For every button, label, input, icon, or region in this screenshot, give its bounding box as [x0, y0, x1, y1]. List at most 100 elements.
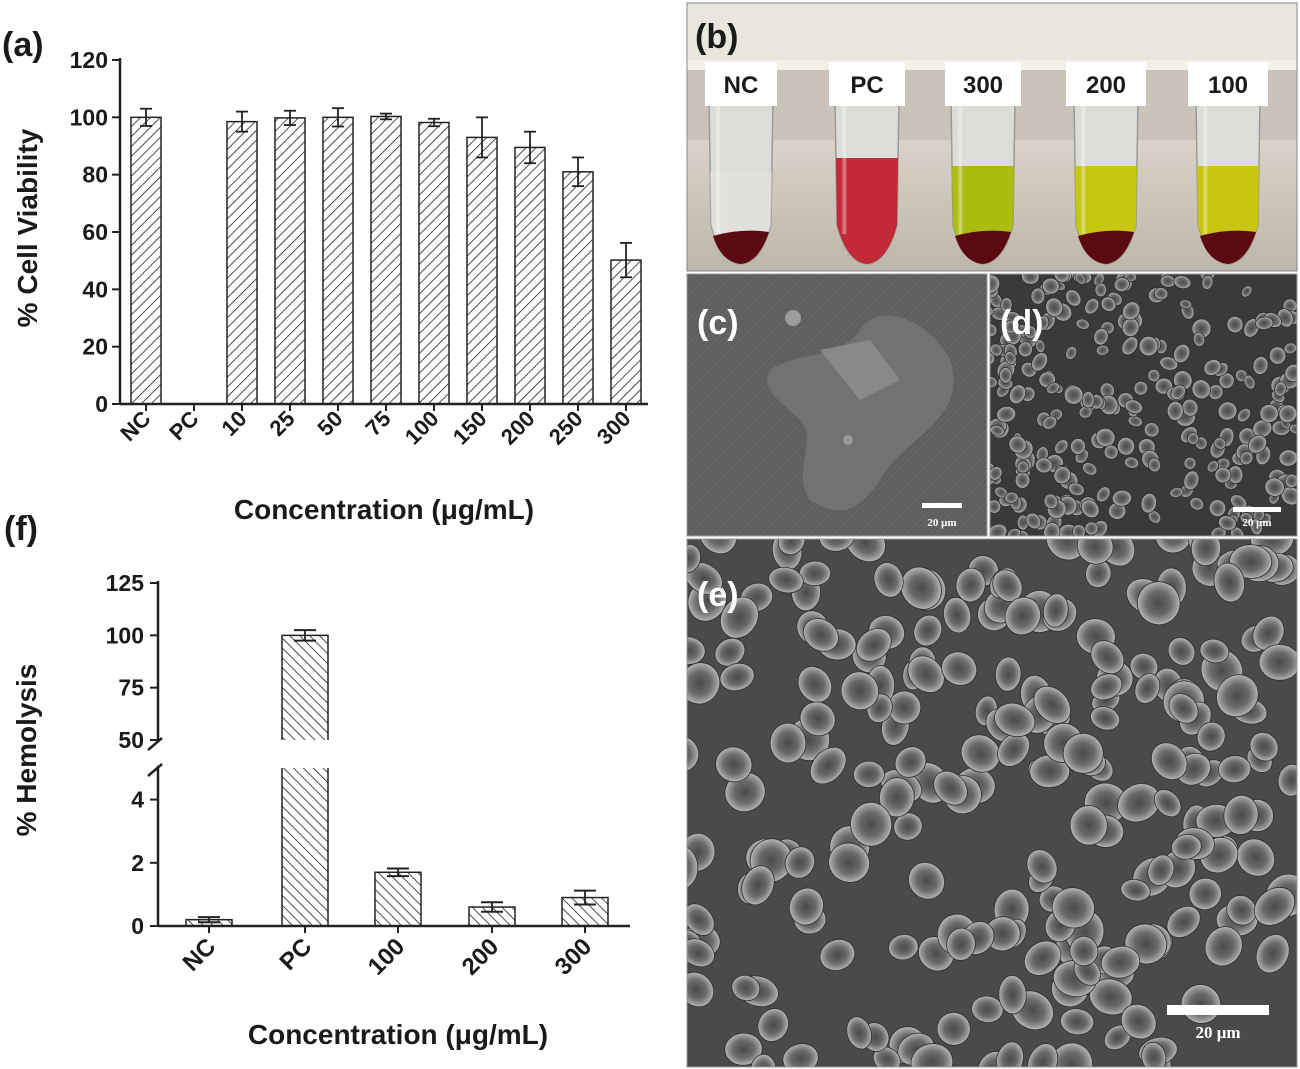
red-blood-cell: [1074, 274, 1087, 285]
red-blood-cell: [1170, 384, 1186, 401]
red-blood-cell: [687, 844, 699, 890]
red-blood-cell: [1133, 380, 1149, 396]
red-blood-cell: [769, 722, 807, 764]
y-tick-label: 100: [106, 622, 144, 648]
red-blood-cell: [1023, 940, 1062, 976]
red-blood-cell: [1253, 887, 1296, 926]
red-blood-cell: [1191, 379, 1211, 400]
viability-error-bar: [380, 112, 392, 121]
red-blood-cell: [687, 561, 723, 596]
red-blood-cell: [1284, 363, 1297, 382]
red-blood-cell: [1136, 581, 1181, 626]
red-blood-cell: [1045, 297, 1064, 318]
red-blood-cell: [1129, 652, 1159, 681]
red-blood-cell: [687, 938, 715, 968]
red-blood-cell: [1004, 491, 1019, 504]
red-blood-cell: [1111, 489, 1132, 507]
red-blood-cell: [797, 666, 833, 703]
red-blood-cell: [799, 701, 836, 737]
red-blood-cell: [1277, 763, 1297, 797]
red-blood-cell: [1069, 936, 1099, 967]
red-blood-cell: [1081, 391, 1095, 409]
red-blood-cell: [1204, 926, 1243, 967]
red-blood-cell: [1120, 1003, 1157, 1040]
red-blood-cell: [1252, 419, 1273, 438]
red-blood-cell: [1004, 351, 1017, 365]
red-blood-cell: [946, 927, 976, 961]
x-tick-label: 10: [217, 406, 252, 441]
red-blood-cell: [1113, 277, 1130, 293]
red-blood-cell: [853, 760, 885, 788]
red-blood-cell: [1249, 731, 1279, 762]
red-blood-cell: [1252, 356, 1269, 375]
viability-error-bar: [236, 110, 248, 133]
red-blood-cell: [1259, 403, 1279, 424]
red-blood-cell: [1278, 404, 1297, 424]
y-tick-label: 0: [131, 913, 144, 939]
hemolysis-bar-upper: [282, 635, 328, 740]
tube: [834, 99, 900, 265]
red-blood-cell: [990, 323, 998, 337]
panel-b-label: (b): [695, 18, 738, 56]
red-blood-cell: [1201, 274, 1214, 290]
scale-bar-e: 20 μm: [1167, 1005, 1269, 1042]
x-tick-label: 250: [544, 406, 588, 450]
viability-bar: [466, 136, 498, 405]
tube-label-text: 200: [1086, 72, 1126, 99]
red-blood-cell: [1190, 539, 1222, 567]
red-blood-cell: [908, 862, 945, 900]
red-blood-cell: [1082, 462, 1098, 476]
y-tick-label: 20: [82, 334, 108, 360]
tube: [1195, 99, 1261, 265]
axis-break-mark: [147, 737, 163, 751]
red-blood-cell: [1284, 473, 1297, 489]
red-blood-cell: [1017, 341, 1033, 358]
red-blood-cell: [1218, 372, 1235, 389]
scale-bar-d: 20 μm: [1233, 507, 1281, 529]
red-blood-cell: [996, 1041, 1024, 1067]
viability-error-bar: [284, 109, 296, 126]
y-tick-label: 4: [131, 787, 144, 813]
red-blood-cell: [757, 1008, 789, 1042]
viability-bar: [514, 146, 546, 405]
viability-bar: [610, 259, 642, 405]
tube-label: PC: [829, 62, 905, 106]
red-blood-cell: [1247, 434, 1268, 454]
red-blood-cell: [1090, 706, 1121, 731]
svg-text:20 μm: 20 μm: [1242, 517, 1271, 529]
red-blood-cell: [1127, 415, 1143, 427]
red-blood-cell: [1103, 444, 1119, 460]
red-blood-cell: [971, 995, 1004, 1023]
x-tick-label: 100: [363, 933, 410, 980]
red-blood-cell: [1023, 325, 1037, 339]
y-tick-label: 75: [118, 675, 144, 701]
red-blood-cell: [1147, 369, 1161, 383]
viability-bar: [418, 121, 450, 405]
hemolysis-error-bar: [294, 629, 316, 642]
red-blood-cell: [1186, 432, 1200, 445]
red-blood-cell: [1159, 356, 1179, 371]
red-blood-cell: [818, 539, 856, 552]
red-blood-cell: [1217, 401, 1238, 421]
red-blood-cell: [943, 596, 972, 634]
red-blood-cell: [1192, 331, 1206, 347]
red-blood-cell: [850, 802, 893, 847]
red-blood-cell: [1278, 449, 1297, 467]
red-blood-cell: [1210, 526, 1227, 536]
red-blood-cell: [1068, 482, 1085, 497]
red-blood-cell: [894, 746, 927, 778]
red-blood-cell: [913, 614, 943, 647]
red-blood-cell: [809, 746, 847, 785]
red-blood-cell: [1213, 562, 1245, 603]
red-blood-cell: [1189, 496, 1205, 511]
x-tick-label: 200: [496, 406, 540, 450]
red-blood-cell: [1171, 833, 1202, 860]
red-blood-cell: [1236, 407, 1252, 423]
red-blood-cell: [990, 523, 1008, 536]
red-blood-cell: [1168, 693, 1199, 724]
y-tick-label: 60: [82, 219, 108, 245]
red-blood-cell: [1026, 849, 1058, 884]
sem-image-e: [687, 539, 1297, 1067]
x-tick-label: 25: [265, 406, 300, 441]
